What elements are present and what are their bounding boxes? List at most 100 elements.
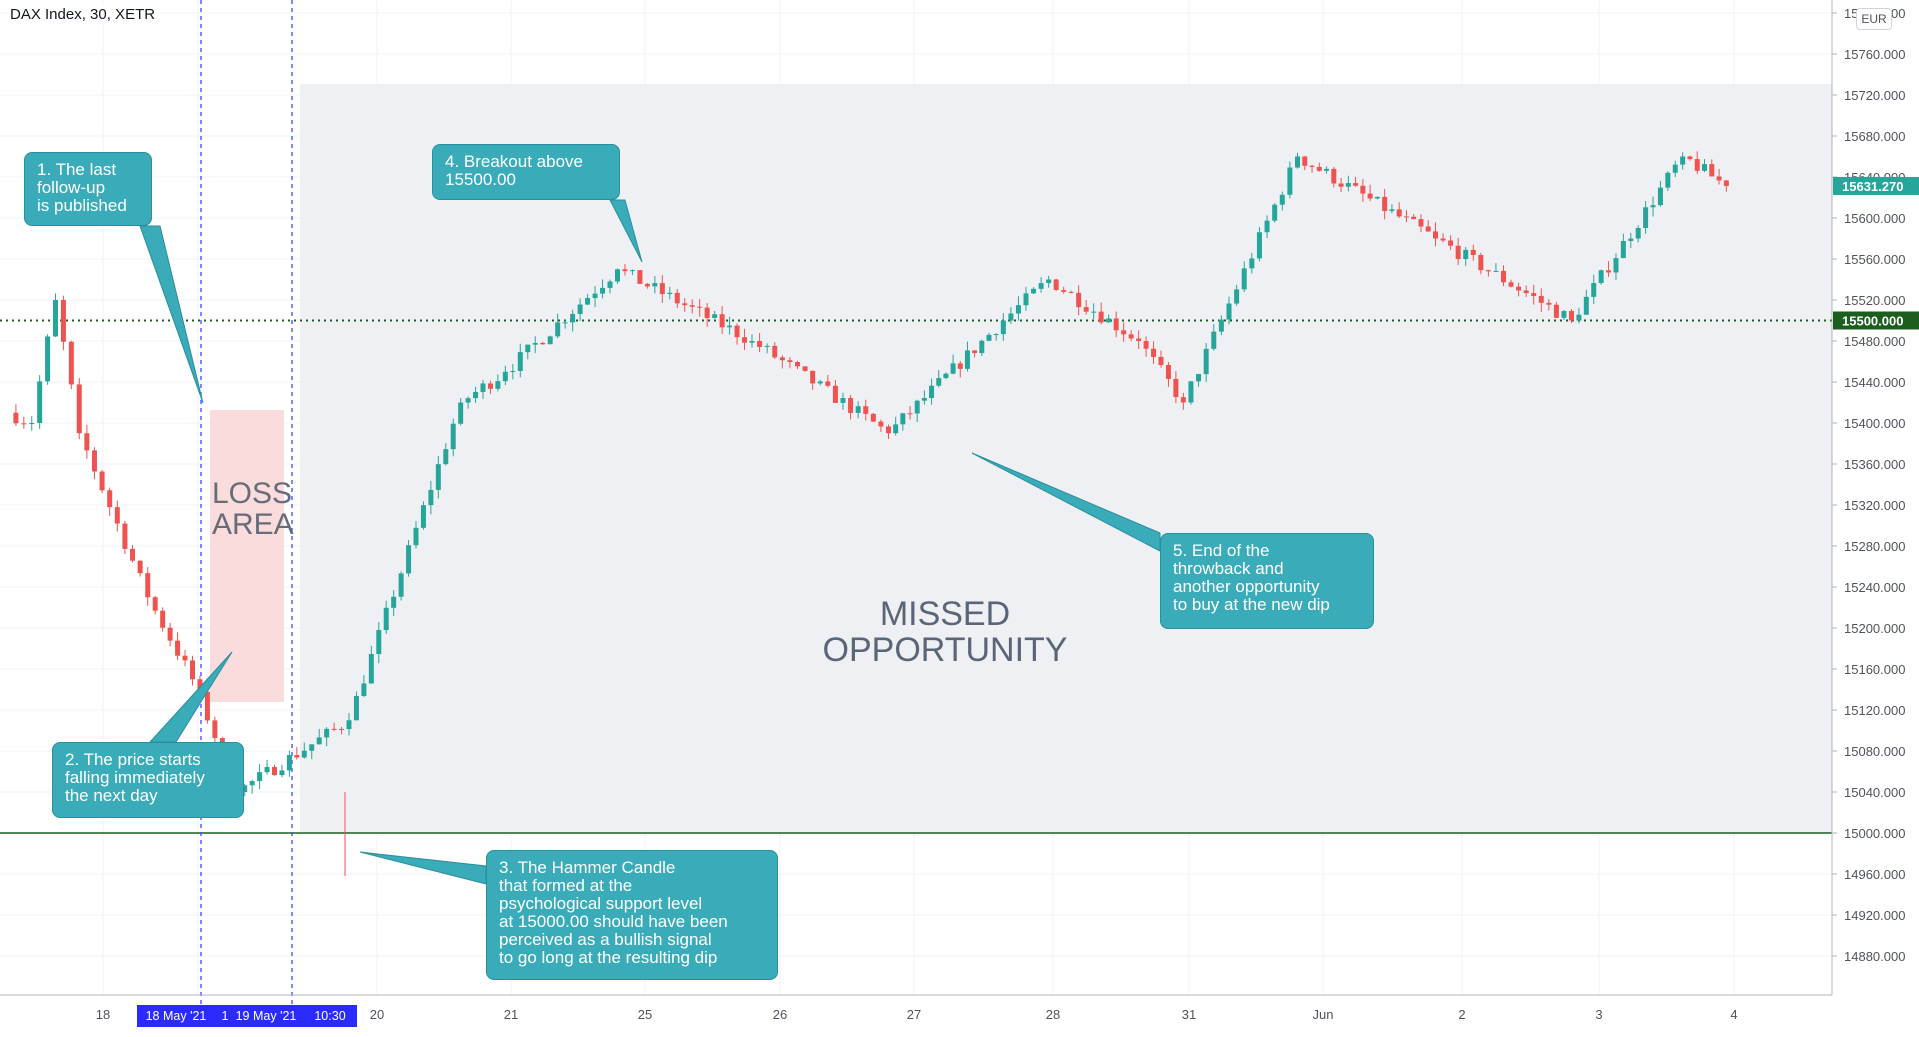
candle-body [398, 573, 404, 597]
candle-body [480, 383, 486, 392]
candle-body [1023, 293, 1029, 306]
candle-body [368, 654, 374, 684]
candle-body [1650, 205, 1656, 208]
candle-body [629, 270, 635, 272]
candle-body [1218, 319, 1224, 332]
candle-body [936, 378, 942, 386]
candle-body [1501, 270, 1506, 283]
candle-body [1279, 194, 1285, 205]
candle-body [1493, 270, 1499, 272]
candle-body [212, 720, 218, 739]
candle-body [787, 360, 793, 363]
candle-body [1316, 166, 1322, 171]
time-tick-label: 27 [907, 1007, 921, 1022]
candle-body [114, 507, 120, 524]
candle-body [1531, 293, 1537, 296]
candle-body [301, 750, 307, 758]
candle-body [495, 381, 501, 389]
candle-body [1635, 228, 1641, 239]
time-selection-label: 18 May '21 [146, 1009, 207, 1023]
candle-body [383, 607, 389, 631]
candle-body [986, 334, 992, 341]
candle-body [1360, 185, 1366, 194]
callout-3: 3. The Hammer Candle that formed at the … [486, 850, 778, 980]
candle-body [510, 371, 516, 373]
candle-body [1455, 245, 1461, 260]
candle-body [502, 371, 508, 382]
time-tick-label: 26 [773, 1007, 787, 1022]
time-tick-label: 4 [1730, 1007, 1737, 1022]
candle-body [712, 314, 718, 318]
candle-body [1345, 183, 1351, 187]
candle-body [525, 344, 531, 353]
candle-body [1523, 290, 1529, 294]
candle-body [204, 691, 210, 721]
candle-body [1576, 314, 1582, 321]
candle-body [1665, 172, 1671, 188]
current-price-tag [1833, 176, 1919, 195]
currency-badge[interactable]: EUR [1856, 8, 1892, 30]
candle-body [1613, 258, 1619, 273]
time-tick-label: 31 [1182, 1007, 1196, 1022]
candle-body [1546, 302, 1552, 305]
time-tick-label: Jun [1313, 1007, 1334, 1022]
candle-body [929, 385, 935, 399]
candle-body [540, 342, 546, 345]
candle-body [1106, 318, 1112, 323]
time-tick-label: 20 [370, 1007, 384, 1022]
callout-4-pointer [609, 199, 643, 263]
price-tick-label: 15720.000 [1844, 88, 1905, 103]
candle-body [1470, 249, 1476, 255]
candle-body [993, 334, 999, 336]
candle-body [1598, 270, 1604, 284]
candle-body [68, 341, 74, 385]
candle-body [29, 423, 35, 424]
candle-body [331, 728, 337, 730]
time-tick-label: 2 [1458, 1007, 1465, 1022]
candle-body [1136, 338, 1142, 341]
candle-body [450, 423, 456, 450]
candle-body [175, 640, 181, 656]
candle-body [1606, 270, 1612, 273]
candle-body [1234, 289, 1240, 304]
candle-body [1331, 168, 1337, 184]
candle-body [84, 433, 90, 451]
missed-opportunity-label: MISSED OPPORTUNITY [822, 595, 1068, 669]
candle-body [1716, 176, 1722, 181]
candle-body [667, 292, 673, 295]
candle-body [391, 596, 397, 608]
candle-body [406, 545, 412, 574]
candle-body [1680, 156, 1686, 165]
candle-body [1256, 232, 1262, 259]
callout-2: 2. The price starts falling immediately … [52, 742, 244, 818]
candle-body [1076, 292, 1082, 308]
candle-body [1508, 282, 1514, 287]
candle-body [972, 350, 978, 354]
candle-body [316, 737, 322, 745]
candle-body [353, 695, 359, 721]
candle-body [1188, 381, 1194, 403]
candle-body [1463, 249, 1469, 260]
price-tick-label: 15280.000 [1844, 539, 1905, 554]
candle-body [413, 527, 419, 546]
price-tick-label: 15320.000 [1844, 498, 1905, 513]
candle-body [886, 426, 891, 434]
candle-body [1448, 240, 1454, 246]
time-selection-label: 19 May '21 [236, 1009, 297, 1023]
candle-body [682, 303, 688, 306]
candle-body [1098, 311, 1104, 323]
candle-body [160, 610, 166, 628]
candle-body [264, 767, 270, 773]
candle-body [1485, 270, 1491, 272]
candle-body [1272, 204, 1278, 221]
candle-body [957, 363, 963, 369]
candle-body [742, 337, 748, 343]
candlesticks [13, 151, 1729, 877]
time-tick-label: 21 [504, 1007, 518, 1022]
candle-body [1091, 311, 1097, 313]
candle-body [921, 398, 927, 401]
candle-body [1478, 254, 1484, 271]
